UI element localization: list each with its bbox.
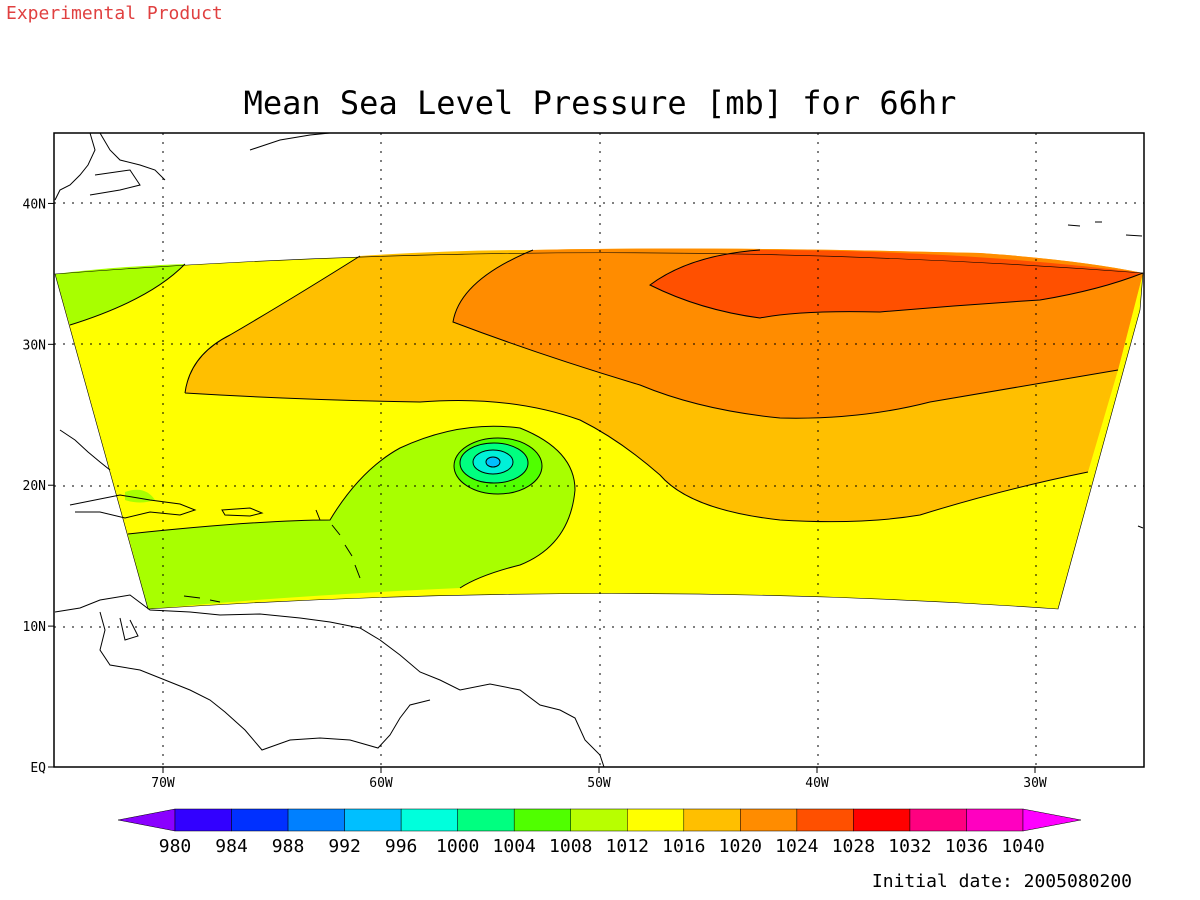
colorbar-label: 984: [215, 836, 248, 857]
lat-tick-label: EQ: [30, 761, 46, 776]
colorbar-box: [683, 808, 741, 832]
isobar-contours: [54, 249, 1144, 610]
isobar-1020: [452, 249, 1119, 419]
isobar-1004: [459, 442, 529, 484]
isobar-1008: [453, 437, 543, 495]
colorbar-label: 996: [385, 836, 418, 857]
lon-tick-label: 50W: [587, 776, 611, 791]
colorbar-label: 992: [328, 836, 361, 857]
lat-tick-label: 40N: [23, 197, 46, 212]
colorbar-label: 1012: [606, 836, 649, 857]
isobar-1012-northwest: [69, 263, 186, 326]
colorbar-label: 980: [159, 836, 192, 857]
isobar-1012-west: [127, 425, 576, 589]
latitude-axis: 40N 30N 20N 10N EQ: [23, 197, 54, 776]
lat-tick-label: 20N: [23, 479, 46, 494]
colorbar-label: 1000: [436, 836, 479, 857]
colorbar-label: 1040: [1001, 836, 1044, 857]
colorbar-box: [344, 808, 402, 832]
colorbar-box: [513, 808, 571, 832]
colorbar-label: 1032: [888, 836, 931, 857]
colorbar-box: [457, 808, 515, 832]
colorbar-box: [909, 808, 967, 832]
coastline-caribbean-islands: [59, 429, 361, 603]
colorbar-box: [796, 808, 854, 832]
colorbar-label: 1028: [832, 836, 875, 857]
colorbar-box: [966, 808, 1024, 832]
colorbar-box: [740, 808, 798, 832]
colorbar-box: [174, 808, 232, 832]
colorbar-right-arrow: [1022, 808, 1082, 832]
domain-outline: [54, 252, 1144, 610]
graticule: [54, 133, 1144, 767]
pressure-field: [55, 248, 1143, 609]
colorbar-label: 1036: [945, 836, 988, 857]
lat-tick-label: 30N: [23, 338, 46, 353]
isobar-1016: [184, 255, 1089, 523]
initial-date-label: Initial date: 2005080200: [872, 871, 1132, 892]
colorbar-box: [231, 808, 289, 832]
coastline-south-america: [54, 594, 605, 768]
coastline-azores: [1067, 221, 1144, 529]
map-title: Mean Sea Level Pressure [mb] for 66hr: [244, 84, 957, 122]
colorbar-label: 1004: [493, 836, 536, 857]
colorbar: 980 984 988 992 996 1000 1004 1008 1012 1016 1020 1…: [117, 808, 1082, 857]
isobar-1024: [649, 249, 1144, 319]
colorbar-left-arrow: [117, 808, 176, 832]
coastlines: [54, 132, 1144, 768]
lon-tick-label: 30W: [1023, 776, 1047, 791]
lat-tick-label: 10N: [23, 620, 46, 635]
lon-tick-label: 60W: [369, 776, 393, 791]
coastline-north-america: [54, 132, 331, 201]
experimental-product-watermark: Experimental Product: [6, 3, 223, 24]
colorbar-box: [400, 808, 458, 832]
lon-tick-label: 40W: [805, 776, 829, 791]
colorbar-box: [627, 808, 685, 832]
colorbar-box: [287, 808, 345, 832]
region-992-996: [486, 457, 500, 467]
longitude-axis: 70W 60W 50W 40W 30W: [151, 767, 1047, 791]
colorbar-label: 1008: [549, 836, 592, 857]
colorbar-label: 1020: [719, 836, 762, 857]
isobar-996: [485, 456, 501, 468]
colorbar-label: 1016: [662, 836, 705, 857]
lon-tick-label: 70W: [151, 776, 175, 791]
isobar-1000: [472, 449, 514, 475]
colorbar-label: 988: [272, 836, 305, 857]
colorbar-label: 1024: [775, 836, 818, 857]
region-1008-1012-northwest: [55, 264, 185, 325]
colorbar-box: [570, 808, 628, 832]
colorbar-box: [853, 808, 911, 832]
